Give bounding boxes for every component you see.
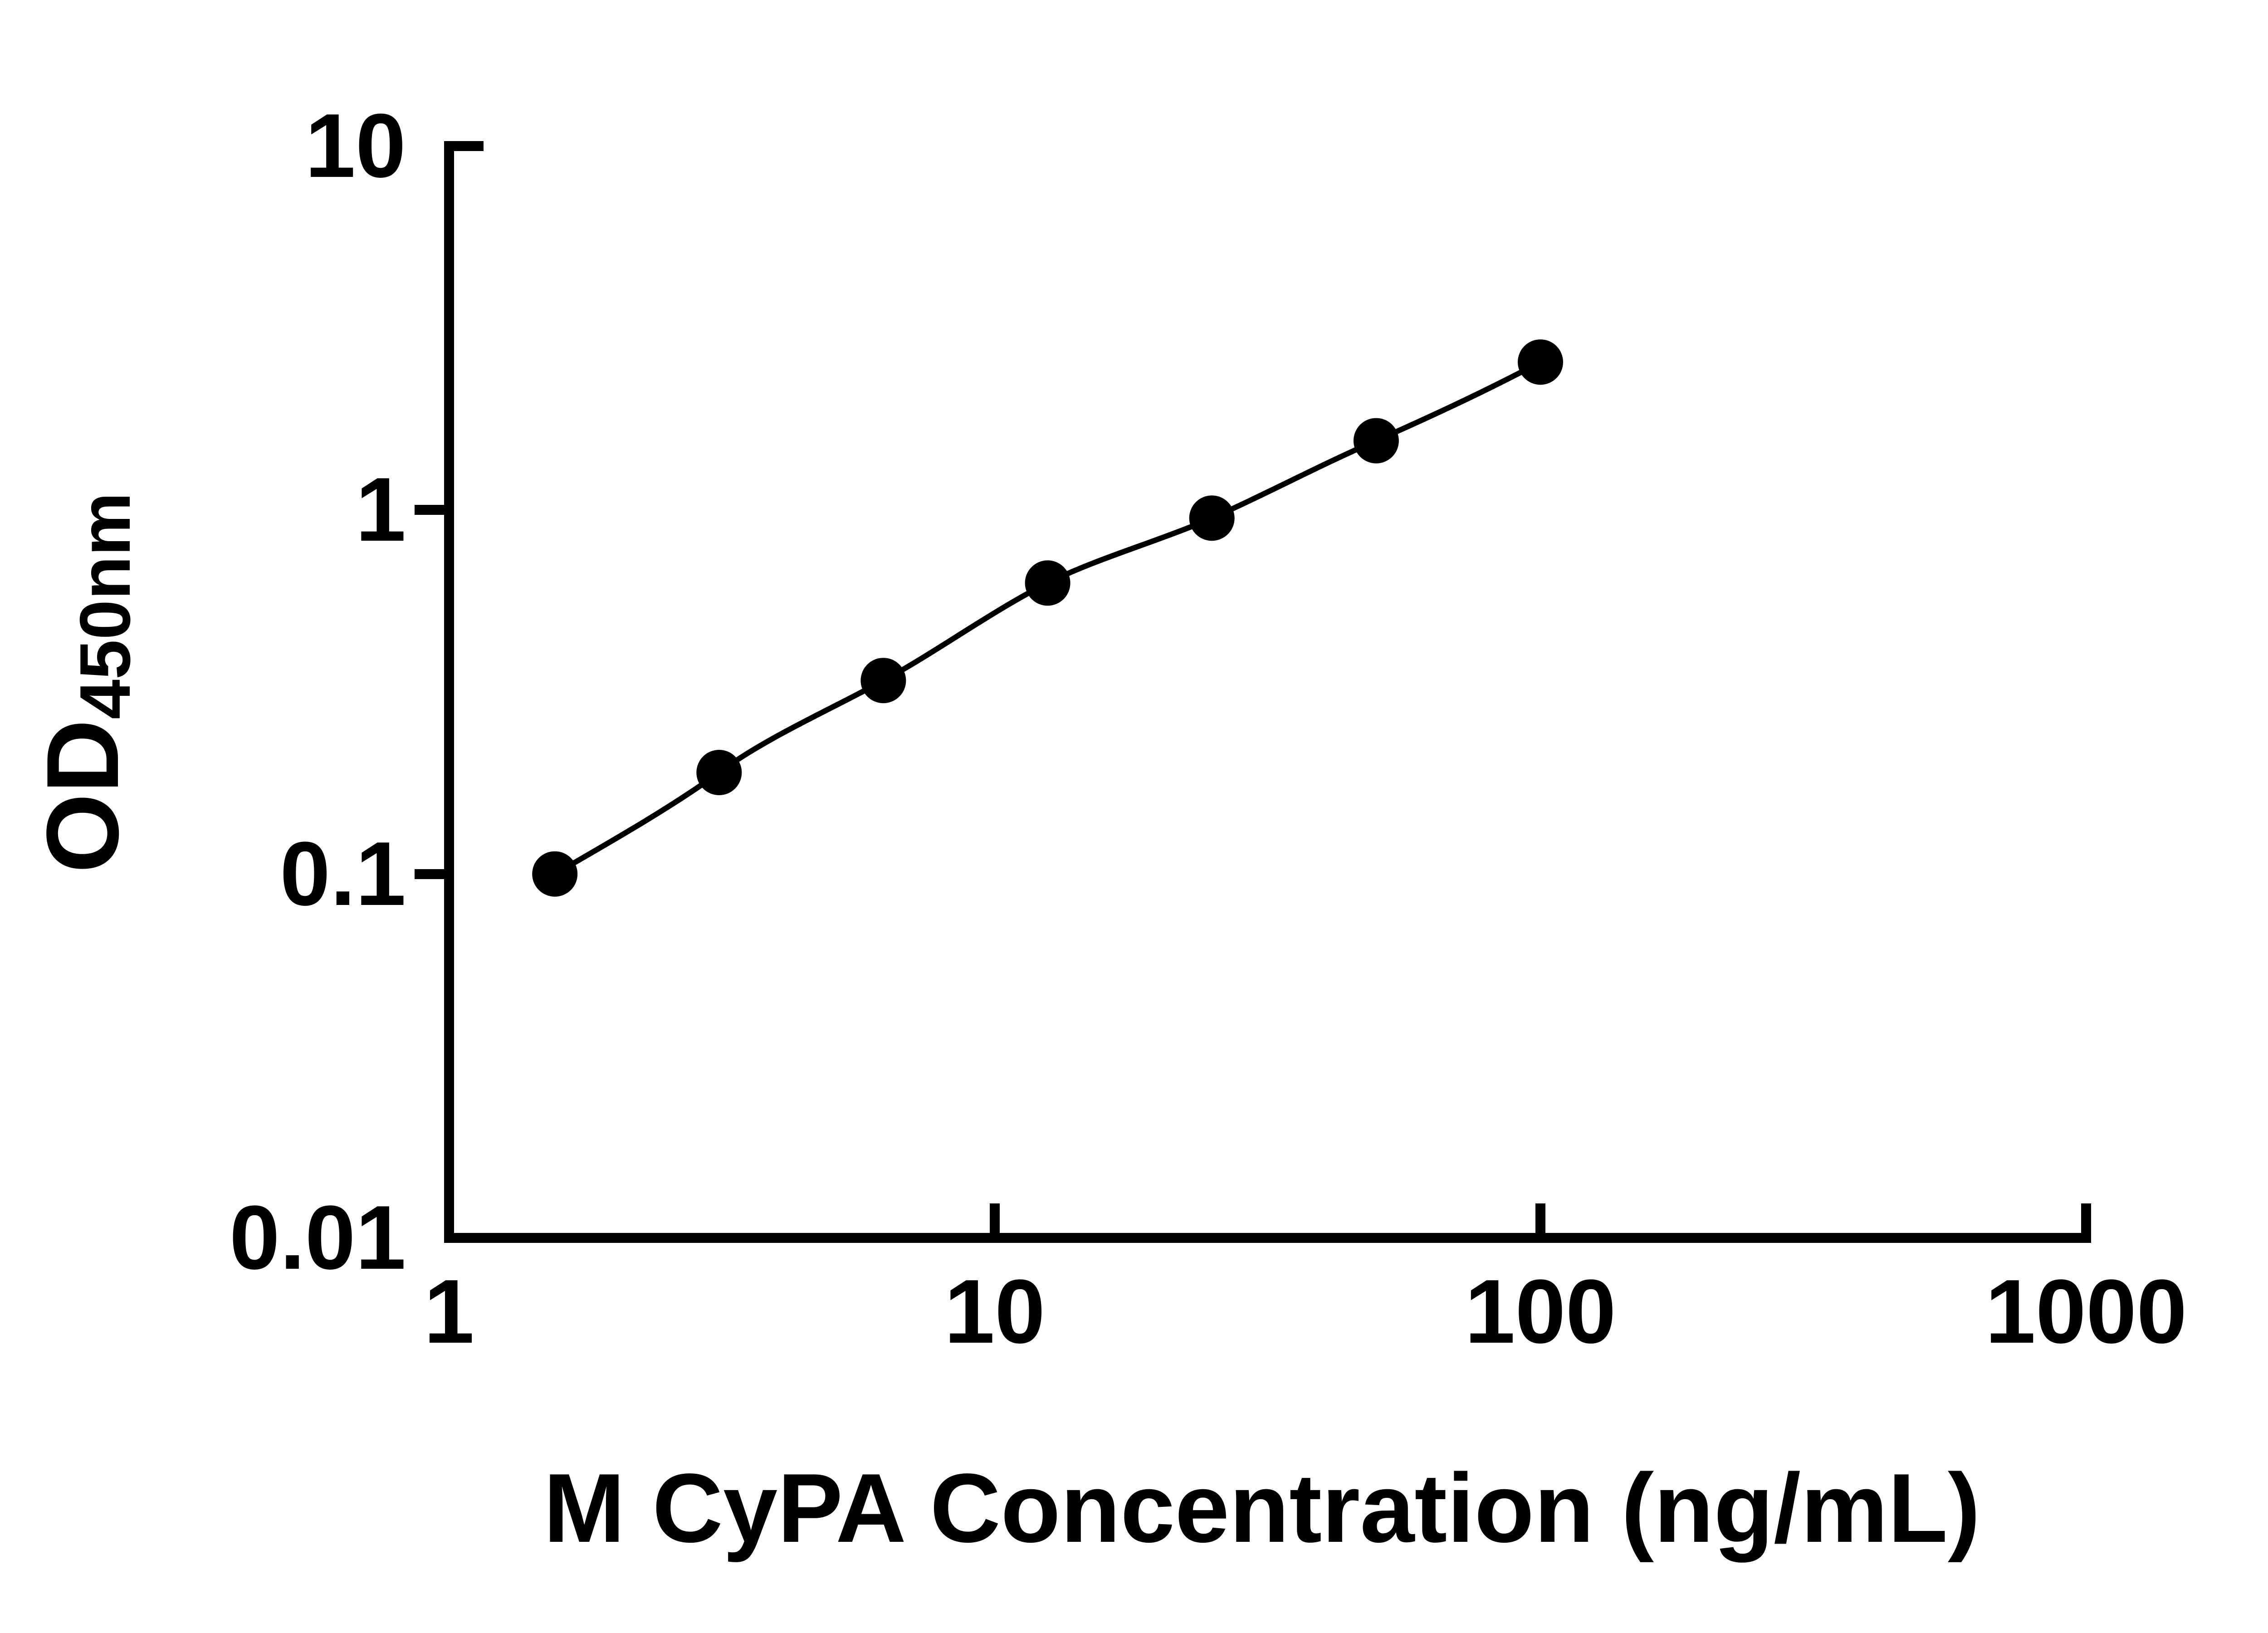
svg-text:100: 100 — [1465, 1261, 1616, 1362]
svg-text:M CyPA Concentration (ng/mL): M CyPA Concentration (ng/mL) — [543, 1453, 1980, 1563]
svg-text:0.01: 0.01 — [230, 1187, 406, 1288]
svg-text:10: 10 — [305, 95, 406, 196]
svg-text:0.1: 0.1 — [280, 823, 406, 924]
svg-text:1: 1 — [356, 459, 406, 560]
svg-text:10: 10 — [944, 1261, 1045, 1362]
svg-text:OD450nm: OD450nm — [25, 492, 145, 873]
svg-text:1: 1 — [424, 1261, 474, 1362]
svg-text:1000: 1000 — [1985, 1261, 2187, 1362]
